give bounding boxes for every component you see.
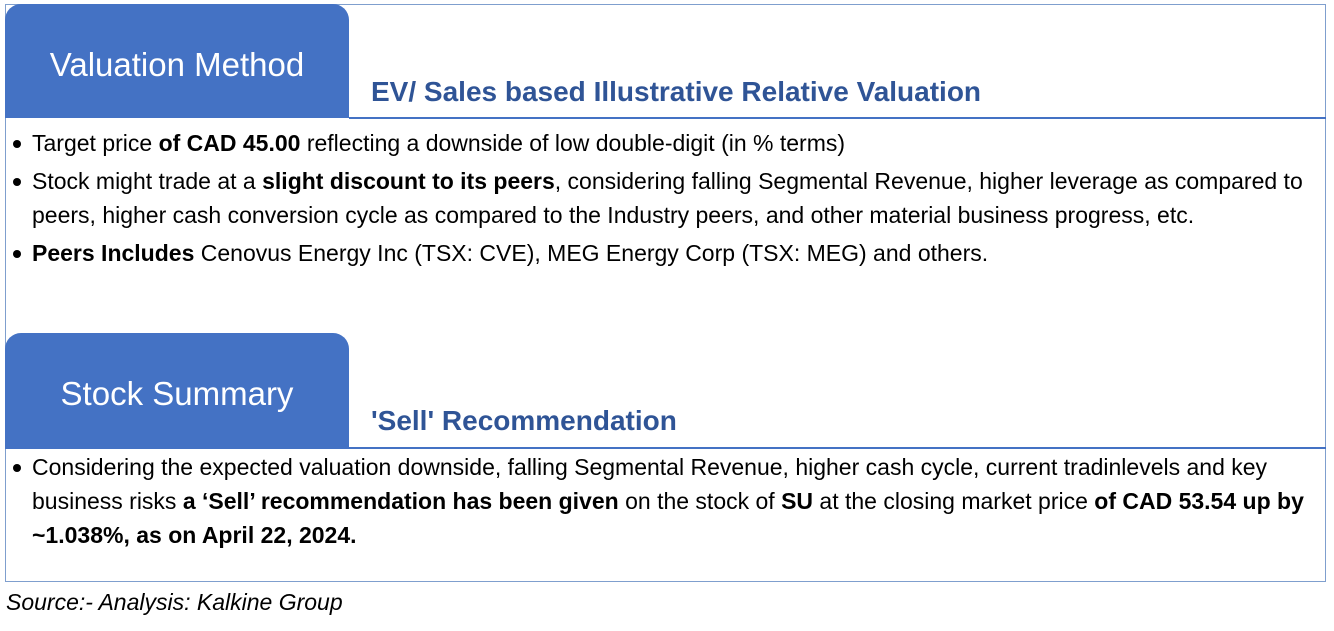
bold-text: of CAD 45.00 (158, 130, 301, 156)
source-note: Source:- Analysis: Kalkine Group (6, 589, 343, 615)
summary-content-box (5, 448, 1326, 582)
valuation-method-title: Valuation Method (49, 46, 305, 83)
text-run: Target price (32, 130, 159, 156)
text-run: Cenovus Energy Inc (TSX: CVE), MEG Energ… (194, 240, 989, 266)
text-run: Considering the expected valuation downs… (32, 454, 1268, 514)
valuation-divider (349, 117, 1326, 119)
summary-subtitle: 'Sell' Recommendation (371, 405, 677, 436)
text-run: at the closing market price (813, 488, 1095, 514)
text-run: , considering falling Segmental Revenue,… (32, 168, 1303, 228)
bold-text: SU (781, 488, 814, 514)
bold-text: of CAD 53.54 up by ~1.038%, as on April … (32, 488, 1304, 548)
bold-text: a ‘Sell’ recommendation has been given (182, 488, 619, 514)
summary-divider (349, 447, 1326, 449)
bullet-item: Considering the expected valuation downs… (11, 450, 1311, 552)
summary-bullet-list: Considering the expected valuation downs… (11, 450, 1311, 556)
bold-text: slight discount to its peers (262, 168, 555, 194)
valuation-bullet-list: Target price of CAD 45.00 reflecting a d… (11, 126, 1311, 274)
valuation-method-tab: Valuation Method (5, 4, 349, 118)
valuation-content-box (5, 118, 1326, 334)
bullet-item: Peers Includes Cenovus Energy Inc (TSX: … (11, 236, 1311, 270)
bold-text: Peers Includes (32, 240, 195, 266)
bullet-item: Stock might trade at a slight discount t… (11, 164, 1311, 232)
text-run: reflecting a downside of low double-digi… (300, 130, 846, 156)
text-run: on the stock of (618, 488, 782, 514)
valuation-subtitle: EV/ Sales based Illustrative Relative Va… (371, 76, 982, 107)
stock-summary-title: Stock Summary (60, 375, 294, 412)
text-run: Stock might trade at a (32, 168, 263, 194)
stock-summary-tab: Stock Summary (5, 333, 349, 449)
bullet-item: Target price of CAD 45.00 reflecting a d… (11, 126, 1311, 160)
